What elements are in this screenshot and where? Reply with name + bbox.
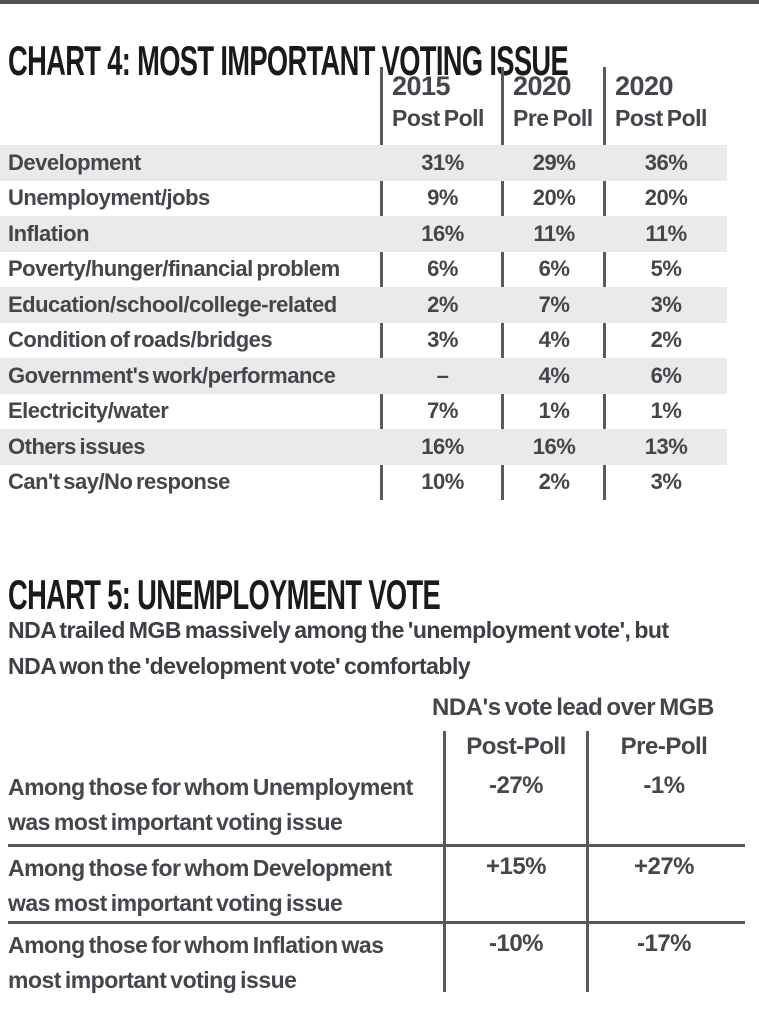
table-row: Poverty/hunger/financial problem 6% 6% 5… [0,252,727,288]
value-2020-pre: 7% [538,291,570,317]
table-row: Electricity/water 7% 1% 1% [0,394,727,430]
group-label: Among those for whom Unemployment was mo… [8,770,413,840]
value-2015-post: 9% [427,185,458,211]
issue-label: Inflation [8,220,90,246]
value-pre-poll: -1% [643,772,685,799]
column-poll-type: Post Poll [615,105,707,131]
value-2015-post: – [436,362,449,388]
subtitle-line-1: NDA trailed MGB massively among the 'une… [8,617,669,643]
value-2020-pre: 11% [533,220,575,246]
group-label-line-1: Among those for whom Unemployment [8,774,413,800]
value-2020-pre: 4% [538,327,570,353]
column-year: 2020 [513,71,572,101]
value-2020-post: 3% [650,291,682,317]
value-2020-pre: 16% [532,433,576,459]
table-row: Education/school/college-related 2% 7% 3… [0,287,727,323]
value-2015-post: 10% [421,469,464,495]
chart5-group-header: NDA's vote lead over MGB [432,694,714,721]
value-2020-pre: 2% [538,469,570,495]
top-edge-bar [0,0,759,4]
table-row: Development 31% 29% 36% [0,145,727,181]
value-2020-post: 6% [650,362,682,388]
subtitle-line-2: NDA won the 'development vote' comfortab… [8,653,471,679]
value-2015-post: 16% [421,220,464,246]
value-2020-pre: 20% [532,185,576,211]
table-row: Government's work/performance – 4% 6% [0,358,727,394]
chart4-column-header-2020-post: 2020 Post Poll [615,70,707,133]
value-post-poll: -10% [488,930,544,957]
value-2020-pre: 6% [538,256,570,282]
value-2015-post: 7% [427,398,458,424]
column-divider-line [380,67,383,500]
value-2020-post: 13% [644,433,688,459]
value-2015-post: 6% [427,256,458,282]
issue-label: Government's work/performance [8,362,336,388]
value-2020-pre: 4% [538,362,570,388]
group-label-line-2: was most important voting issue [8,890,343,916]
column-divider-line [586,731,589,992]
value-2020-post: 1% [650,398,682,424]
group-label-line-2: most important voting issue [8,967,297,993]
value-post-poll: +15% [485,853,547,880]
value-2020-pre: 1% [538,398,570,424]
issue-label: Condition of roads/bridges [8,327,273,353]
issue-label: Poverty/hunger/financial problem [8,256,340,282]
table-row: Inflation 16% 11% 11% [0,216,727,252]
row-divider-line [8,921,745,924]
group-label-line-1: Among those for whom Development [8,855,392,881]
issue-label: Unemployment/jobs [8,185,210,211]
value-2020-pre: 29% [532,149,576,175]
issue-label: Development [8,149,141,175]
value-2015-post: 3% [427,327,458,353]
table-row: Others issues 16% 16% 13% [0,429,727,465]
group-label: Among those for whom Development was mos… [8,851,392,921]
issue-label: Can't say/No response [8,469,230,495]
group-label-line-2: was most important voting issue [8,809,343,835]
chart5-subtitle: NDA trailed MGB massively among the 'une… [8,612,669,684]
value-post-poll: -27% [488,772,544,799]
chart4-column-header-2015-post: 2015 Post Poll [392,70,484,133]
chart4-column-header-2020-pre: 2020 Pre Poll [513,70,593,133]
chart4-title: CHART 4: MOST IMPORTANT VOTING ISSUE [8,37,569,85]
value-2020-post: 3% [650,469,682,495]
group-label: Among those for whom Inflation was most … [8,928,384,998]
column-year: 2015 [392,71,451,101]
value-2020-post: 5% [650,256,682,282]
column-poll-type: Pre Poll [513,105,593,131]
row-divider-line [8,844,745,847]
chart5-column-header-post-poll: Post-Poll [466,733,566,760]
table-row: Condition of roads/bridges 3% 4% 2% [0,323,727,359]
value-2020-post: 36% [644,149,688,175]
column-poll-type: Post Poll [392,105,484,131]
value-2015-post: 16% [421,433,464,459]
table-row: Can't say/No response 10% 2% 3% [0,465,727,501]
chart5-title: CHART 5: UNEMPLOYMENT VOTE [8,571,441,619]
column-divider-line [603,67,606,500]
table-row: Unemployment/jobs 9% 20% 20% [0,181,727,217]
value-pre-poll: -17% [636,930,692,957]
column-divider-line [443,731,446,992]
value-2020-post: 20% [644,185,688,211]
chart5-column-header-pre-poll: Pre-Poll [620,733,708,760]
value-2020-post: 11% [645,220,687,246]
column-year: 2020 [615,71,674,101]
column-divider-line [501,67,504,500]
value-2020-post: 2% [650,327,682,353]
value-2015-post: 2% [427,291,458,317]
value-2015-post: 31% [421,149,464,175]
issue-label: Others issues [8,433,146,459]
issue-label: Electricity/water [8,398,169,424]
issue-label: Education/school/college-related [8,291,337,317]
chart4-table-body: Development 31% 29% 36% Unemployment/job… [0,145,727,500]
group-label-line-1: Among those for whom Inflation was [8,932,384,958]
value-pre-poll: +27% [633,853,695,880]
